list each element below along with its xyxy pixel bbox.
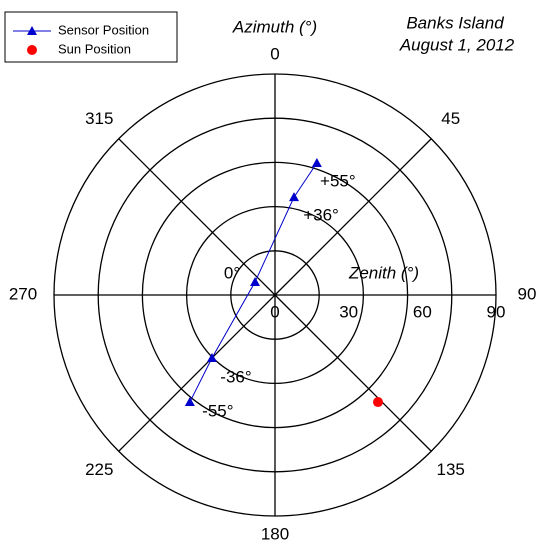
r-tick-label: 90 [487,302,506,321]
theta-tick-label: 180 [261,524,289,543]
data-point [289,192,300,202]
r-tick-label: 0 [270,302,279,321]
theta-tick-label: 45 [441,109,460,128]
data-point [373,397,384,408]
point-label: 0° [224,264,240,283]
data-point [206,353,217,363]
legend-marker [27,26,37,35]
r-tick-label: 60 [413,302,432,321]
spoke [274,138,432,296]
data-point [184,397,195,407]
theta-tick-label: 270 [9,284,37,303]
point-label: -36° [220,368,251,387]
legend-label: Sun Position [58,41,131,56]
point-label: +36° [303,206,339,225]
spoke [274,294,432,452]
data-point [250,277,261,287]
legend-marker [27,45,37,55]
chart-subtitle: August 1, 2012 [399,35,515,54]
spoke [118,138,276,296]
point-label: +55° [320,171,356,190]
theta-tick-label: 315 [85,109,113,128]
theta-tick-label: 135 [437,460,465,479]
legend-label: Sensor Position [58,22,149,37]
r-tick-label: 30 [339,302,358,321]
theta-tick-label: 0 [270,44,279,63]
data-point [311,157,322,167]
chart-title: Banks Island [406,13,504,32]
theta-axis-label: Azimuth (°) [232,17,317,36]
spoke [118,294,276,452]
theta-tick-label: 90 [518,284,536,303]
r-axis-label: Zenith (°) [348,263,419,282]
point-label: -55° [202,402,233,421]
theta-tick-label: 225 [85,460,113,479]
